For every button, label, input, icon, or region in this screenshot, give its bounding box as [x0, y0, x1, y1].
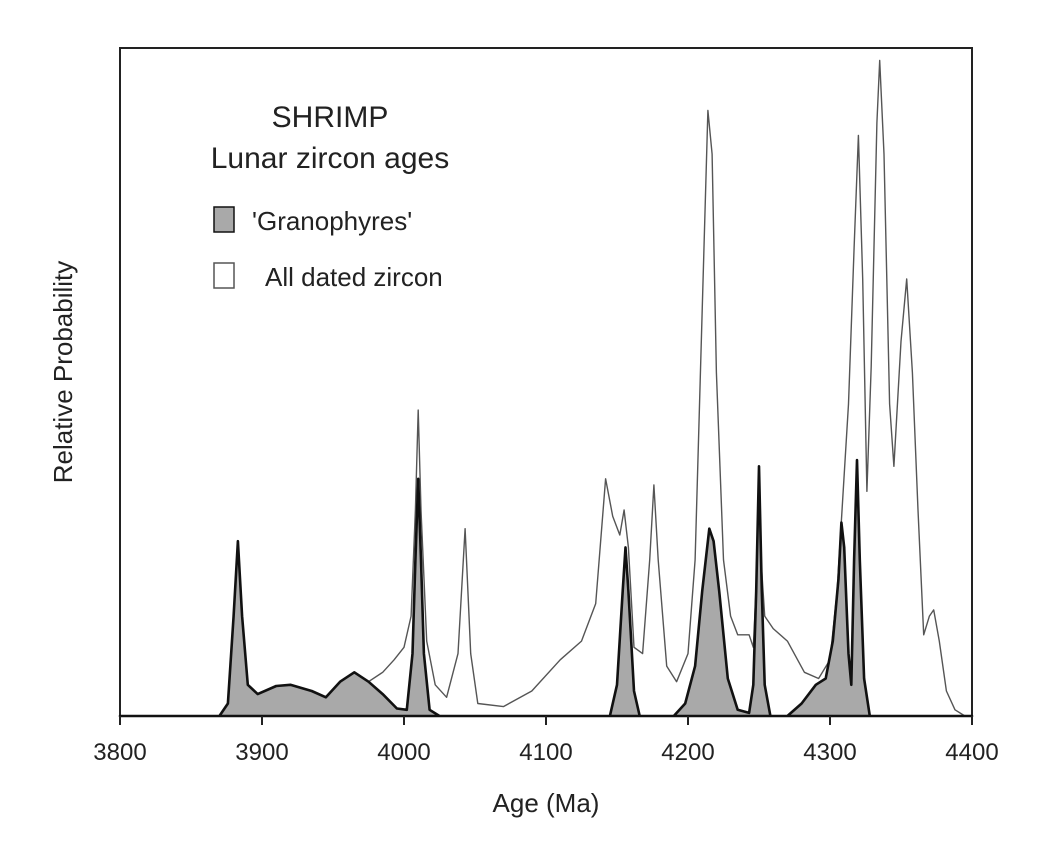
x-tick-label: 4000: [377, 739, 430, 766]
series-all-dated-zircon: [120, 59, 966, 717]
legend-label-all-zircon: All dated zircon: [265, 262, 443, 292]
y-axis-title: Relative Probability: [48, 261, 78, 484]
series-granophyres: [118, 458, 974, 718]
x-axis: 3800 3900 4000 4100 4200 4300 4400: [93, 716, 999, 766]
x-tick-label: 4100: [519, 739, 572, 766]
legend-swatch-all-zircon: [213, 262, 235, 289]
x-tick-label: 4300: [803, 739, 856, 766]
legend-label-granophyres: 'Granophyres': [252, 206, 412, 236]
x-tick-label: 4400: [945, 739, 998, 766]
x-axis-title: Age (Ma): [493, 788, 600, 818]
series-layer: [118, 59, 974, 718]
chart-title: SHRIMP: [272, 101, 389, 134]
x-tick-label: 3900: [235, 739, 288, 766]
chart-subtitle: Lunar zircon ages: [211, 142, 449, 175]
x-tick-label: 3800: [93, 739, 146, 766]
legend: 'Granophyres' All dated zircon: [213, 206, 443, 292]
x-tick-label: 4200: [661, 739, 714, 766]
legend-swatch-granophyres: [213, 206, 235, 233]
